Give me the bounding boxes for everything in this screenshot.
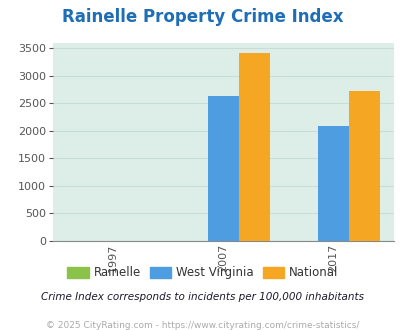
- Bar: [207, 96, 238, 241]
- Text: Rainelle Property Crime Index: Rainelle Property Crime Index: [62, 8, 343, 26]
- Bar: [317, 126, 348, 241]
- Text: © 2025 CityRating.com - https://www.cityrating.com/crime-statistics/: © 2025 CityRating.com - https://www.city…: [46, 321, 359, 330]
- Bar: [238, 53, 269, 241]
- Legend: Rainelle, West Virginia, National: Rainelle, West Virginia, National: [63, 262, 342, 284]
- Text: Crime Index corresponds to incidents per 100,000 inhabitants: Crime Index corresponds to incidents per…: [41, 292, 364, 302]
- Bar: [348, 91, 379, 241]
